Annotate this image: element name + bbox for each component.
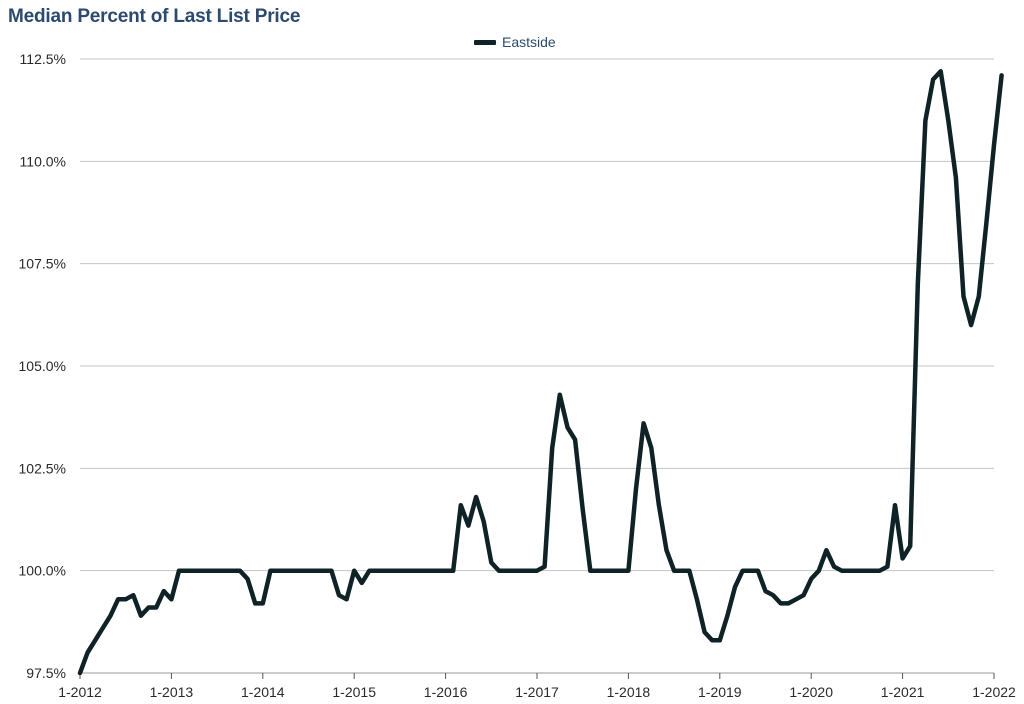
x-tick-label: 1-2013 — [150, 684, 194, 700]
y-tick-label: 102.5% — [19, 460, 66, 476]
x-tick-label: 1-2021 — [881, 684, 925, 700]
y-tick-label: 107.5% — [19, 256, 66, 272]
legend-swatch-eastside — [474, 39, 496, 45]
y-tick-label: 105.0% — [19, 358, 66, 374]
y-axis: 97.5% 100.0% 102.5% 105.0% 107.5% 110.0% 112.5… — [19, 51, 66, 681]
y-tick-label: 97.5% — [26, 665, 66, 681]
y-tick-label: 100.0% — [19, 563, 66, 579]
legend: Eastside — [474, 34, 556, 50]
x-tick-label: 1-2016 — [424, 684, 468, 700]
y-tick-label: 110.0% — [20, 153, 66, 169]
x-tick-label: 1-2014 — [241, 684, 285, 700]
x-tick-label: 1-2022 — [972, 684, 1016, 700]
x-tick-label: 1-2017 — [515, 684, 559, 700]
series-line-eastside — [77, 69, 1004, 676]
legend-label-eastside: Eastside — [502, 34, 556, 50]
x-tick-label: 1-2012 — [58, 684, 102, 700]
x-tick-label: 1-2020 — [789, 684, 833, 700]
x-tick-label: 1-2018 — [607, 684, 651, 700]
y-tick-label: 112.5% — [20, 51, 66, 67]
series-group — [77, 69, 1004, 676]
gridlines — [80, 58, 994, 674]
x-tick-label: 1-2015 — [332, 684, 376, 700]
x-tick-label: 1-2019 — [698, 684, 742, 700]
chart-title: Median Percent of Last List Price — [8, 6, 301, 27]
x-axis: 1-2012 1-2013 1-2014 1-2015 1-2016 1-2017 1-20… — [58, 673, 1016, 700]
